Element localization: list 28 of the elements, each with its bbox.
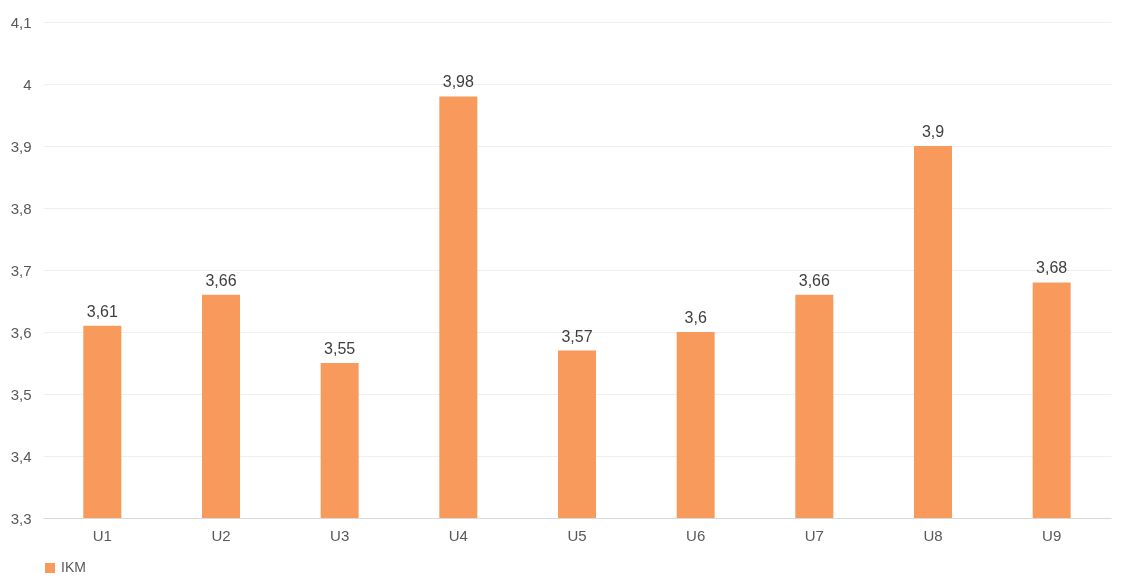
x-tick-label: U6 xyxy=(686,526,706,544)
text: 3,66 xyxy=(798,271,830,289)
y-tick-label: 3,3 xyxy=(10,509,32,527)
y-tick-label: 3,6 xyxy=(10,323,32,341)
legend-label: IKM xyxy=(61,559,86,575)
y-tick-label: 3,8 xyxy=(10,199,32,217)
text: 3,61 xyxy=(86,302,118,320)
text: 3,98 xyxy=(442,73,474,91)
y-tick-label: 3,9 xyxy=(10,137,32,155)
y-tick-label: 4 xyxy=(23,75,32,93)
text: 3,9 xyxy=(921,123,945,140)
x-tick-label: U9 xyxy=(1042,526,1062,544)
x-tick-label: U8 xyxy=(923,526,943,544)
y-tick-label: 3,5 xyxy=(10,385,32,403)
x-tick-label: U7 xyxy=(804,526,824,544)
text: 3,6 xyxy=(684,309,707,326)
text: 3,57 xyxy=(561,327,593,345)
x-tick-label: U1 xyxy=(92,526,112,544)
y-tick-label: 3,4 xyxy=(10,447,32,465)
x-tick-label: U3 xyxy=(330,526,350,544)
x-tick-label: U5 xyxy=(567,526,587,544)
y-tick-label: 4,1 xyxy=(10,13,32,31)
text: 3,55 xyxy=(324,340,356,357)
text: 3,66 xyxy=(205,271,237,289)
x-tick-label: U4 xyxy=(448,526,468,544)
text: 3,68 xyxy=(1036,259,1068,277)
x-tick-label: U2 xyxy=(211,526,231,544)
y-tick-label: 3,7 xyxy=(10,261,32,279)
